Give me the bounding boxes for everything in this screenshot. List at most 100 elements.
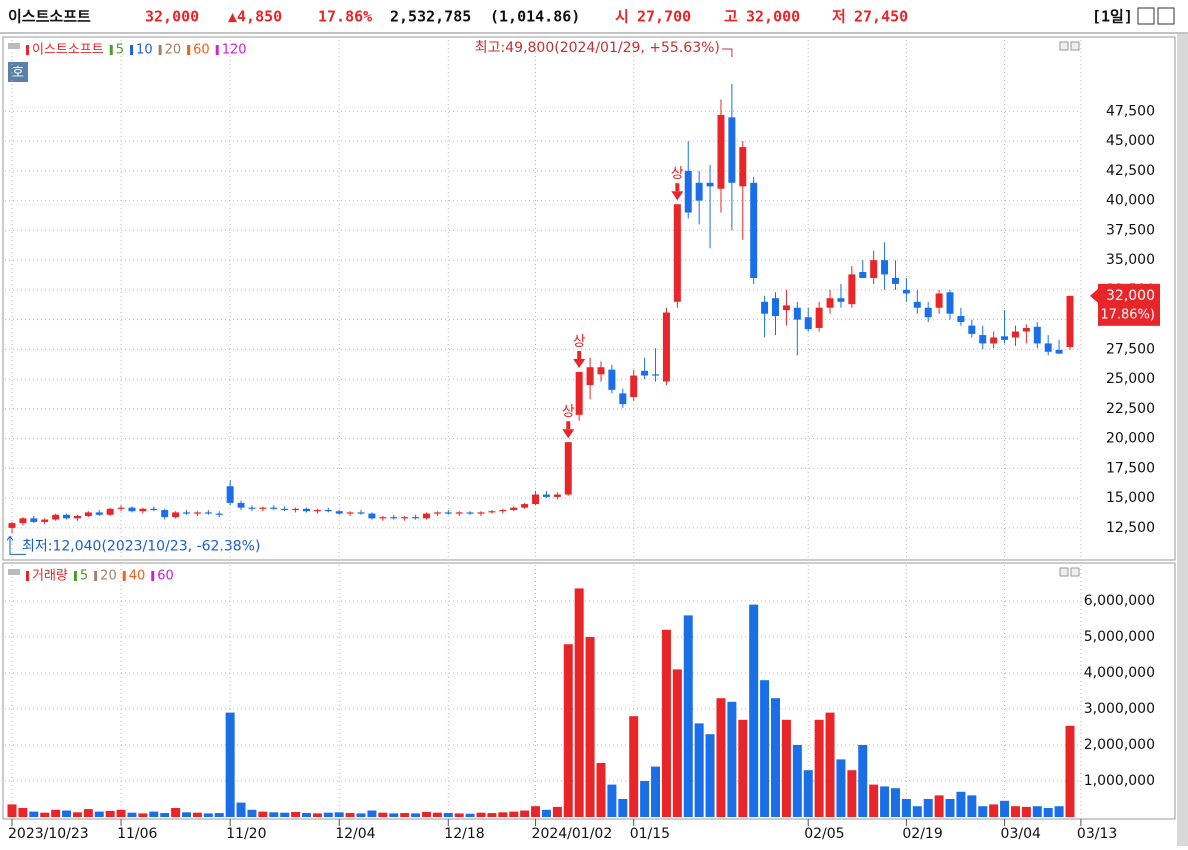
volume-bar xyxy=(192,812,202,817)
volume-bar xyxy=(901,799,911,817)
volume-bar xyxy=(661,629,671,817)
volume-bar xyxy=(432,812,442,817)
y-tick-label: 42,500 xyxy=(1106,163,1155,179)
candle-body xyxy=(259,507,267,509)
legend-swatch xyxy=(122,571,126,581)
candle-body xyxy=(368,513,376,519)
panel-icon[interactable] xyxy=(1059,41,1069,51)
volume-bar xyxy=(934,795,944,817)
price-tag-price: 32,000 xyxy=(1106,288,1155,304)
candle-body xyxy=(270,507,278,509)
volume-bar xyxy=(956,791,966,817)
volume-bar xyxy=(225,712,235,817)
volume-bar xyxy=(138,813,148,817)
panel-icon[interactable] xyxy=(1059,567,1069,577)
volume-bar xyxy=(301,813,311,817)
candle-body xyxy=(553,494,561,497)
volume-bar xyxy=(51,809,61,817)
low-bracket xyxy=(6,535,26,555)
candle-body xyxy=(1066,295,1074,348)
candle-body xyxy=(564,442,572,495)
candle-body xyxy=(542,494,550,497)
panel-icon[interactable] xyxy=(1070,567,1080,577)
candle-body xyxy=(586,367,594,386)
volume-bar xyxy=(487,813,497,817)
volume-bar xyxy=(443,813,453,817)
volume-bar xyxy=(683,615,693,817)
legend-label: 20 xyxy=(100,569,117,584)
candle-body xyxy=(652,374,660,376)
volume-bar xyxy=(182,812,192,817)
candle-body xyxy=(597,367,605,375)
candle-body xyxy=(684,170,692,213)
candle-body xyxy=(117,507,125,509)
volume-bar xyxy=(236,802,246,817)
candle-body xyxy=(521,504,529,508)
close-button[interactable] xyxy=(1157,7,1175,25)
volume-bar xyxy=(509,811,519,817)
volume-bar xyxy=(312,813,322,817)
volume-bar xyxy=(280,812,290,817)
header-volume: 2,532,785 xyxy=(390,8,471,26)
volume-bar xyxy=(476,812,486,817)
badge-box xyxy=(8,62,28,82)
header-name: 이스트소프트 xyxy=(8,8,91,26)
volume-bar xyxy=(672,669,682,817)
x-tick-label: 03/13 xyxy=(1077,826,1117,842)
candle-body xyxy=(237,502,245,508)
x-tick-label: 11/20 xyxy=(226,826,266,842)
high-annotation: 최고:49,800(2024/01/29, +55.63%) xyxy=(475,40,720,56)
header-rate: 17.86% xyxy=(318,8,372,26)
candle-body xyxy=(128,507,136,512)
candle-body xyxy=(673,204,681,302)
candle-body xyxy=(848,274,856,305)
volume-bar xyxy=(563,644,573,817)
candle-body xyxy=(957,316,965,323)
y-tick-label: 37,500 xyxy=(1106,222,1155,238)
limit-up-label: 상 xyxy=(573,334,586,350)
candle-body xyxy=(935,293,943,308)
volume-bar xyxy=(83,809,93,817)
panel-menu[interactable] xyxy=(8,43,20,49)
candle-body xyxy=(379,517,387,519)
candle-body xyxy=(292,508,300,511)
candle-body xyxy=(1001,336,1009,340)
price-tag-pointer xyxy=(1090,288,1098,303)
header-change: ▲4,850 xyxy=(228,8,282,26)
candle-body xyxy=(630,375,638,397)
x-tick-label: 12/18 xyxy=(444,826,484,842)
candle-body xyxy=(84,512,92,516)
volume-bar xyxy=(869,784,879,817)
candle-body xyxy=(1011,331,1019,338)
volume-bar xyxy=(367,810,377,817)
volume-bar xyxy=(116,809,126,817)
panel-icon[interactable] xyxy=(1070,41,1080,51)
volume-bar xyxy=(771,698,781,817)
volume-bar xyxy=(705,734,715,817)
volume-bar xyxy=(803,770,813,817)
candle-body xyxy=(1022,327,1030,332)
volume-bar xyxy=(149,811,159,817)
candle-body xyxy=(30,518,38,522)
candle-body xyxy=(248,507,256,509)
volume-bar xyxy=(291,811,301,817)
volume-bar xyxy=(781,719,791,817)
x-tick-label: 11/06 xyxy=(117,826,157,842)
candle-body xyxy=(19,518,27,524)
volume-bar xyxy=(629,716,639,817)
volume-bar xyxy=(520,810,530,817)
y-tick-label: 25,000 xyxy=(1106,371,1155,387)
volume-bar xyxy=(171,808,181,817)
limit-up-arrow xyxy=(573,358,586,368)
low-annotation: 최저:12,040(2023/10/23, -62.38%) xyxy=(22,538,260,554)
candle-body xyxy=(826,298,834,308)
candle-body xyxy=(662,312,670,382)
max-button[interactable] xyxy=(1137,7,1155,25)
volume-bar xyxy=(1021,806,1031,817)
volume-bar xyxy=(640,781,650,817)
limit-up-label: 상 xyxy=(562,404,575,420)
legend-label: 60 xyxy=(157,569,174,584)
x-tick-label: 03/04 xyxy=(1001,826,1041,842)
panel-menu[interactable] xyxy=(8,569,20,575)
header-open: 27,700 xyxy=(637,8,691,26)
